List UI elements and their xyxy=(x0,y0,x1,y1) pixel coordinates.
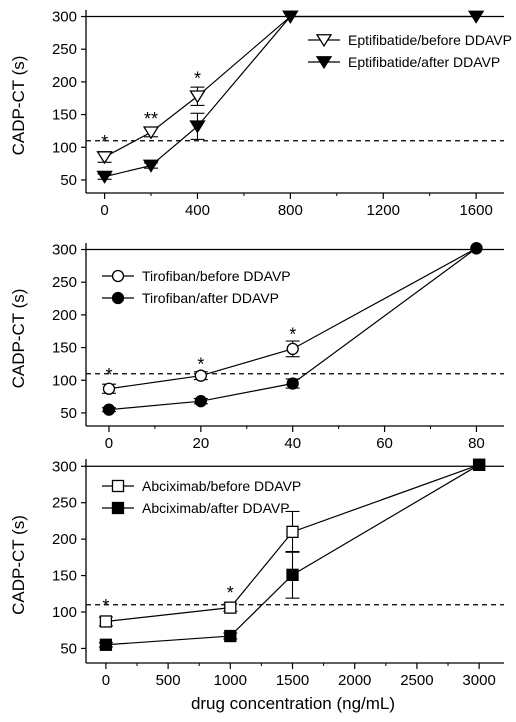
legend-entry: Abciximab/before DDAVP xyxy=(142,478,301,494)
series-line-2 xyxy=(108,247,477,411)
data-point xyxy=(142,126,160,140)
data-point xyxy=(286,377,299,390)
legend-marker xyxy=(111,291,125,305)
y-tick-label: 100 xyxy=(52,372,77,389)
y-tick-label: 50 xyxy=(60,172,77,189)
x-tick-label: 800 xyxy=(278,202,303,219)
legend-entry: Eptifibatide/before DDAVP xyxy=(348,32,512,48)
legend-marker xyxy=(315,56,333,70)
legend-marker xyxy=(111,501,125,515)
data-point xyxy=(194,395,207,408)
series-line-2 xyxy=(105,464,480,646)
x-tick-label: 60 xyxy=(376,435,393,452)
significance-annotation: * xyxy=(101,132,108,152)
y-tick-label: 150 xyxy=(52,107,77,124)
x-tick-label: 80 xyxy=(468,435,485,452)
data-point xyxy=(99,615,113,628)
data-point xyxy=(189,90,206,104)
x-tick-label: 2000 xyxy=(338,672,371,689)
y-tick-label: 300 xyxy=(52,9,77,26)
x-tick-label: 0 xyxy=(100,202,108,219)
y-tick-label: 150 xyxy=(52,568,77,585)
y-tick-label: 250 xyxy=(52,495,77,512)
x-tick-label: 3000 xyxy=(462,672,495,689)
x-tick-label: 0 xyxy=(105,435,113,452)
data-point xyxy=(282,10,299,24)
legend-marker xyxy=(111,269,125,283)
x-tick-label: 400 xyxy=(185,202,210,219)
data-point xyxy=(472,458,486,471)
data-point xyxy=(102,403,116,416)
y-tick-label: 250 xyxy=(52,274,77,291)
y-tick-label: 150 xyxy=(52,340,77,357)
legend-entry: Eptifibatide/after DDAVP xyxy=(348,54,500,70)
series-line-1 xyxy=(104,16,291,158)
y-tick-label: 200 xyxy=(52,531,77,548)
data-point xyxy=(224,629,237,643)
data-point xyxy=(99,638,113,651)
x-tick-label: 1000 xyxy=(214,672,247,689)
significance-annotation: * xyxy=(227,583,234,603)
data-point xyxy=(467,10,485,24)
x-tick-label: 40 xyxy=(284,435,301,452)
data-point xyxy=(194,369,207,382)
data-point xyxy=(286,342,299,356)
x-tick-label: 500 xyxy=(156,672,181,689)
significance-annotation: * xyxy=(197,355,204,375)
x-tick-label: 1600 xyxy=(459,202,492,219)
x-tick-label: 1500 xyxy=(276,672,309,689)
legend-entry: Tirofiban/after DDAVP xyxy=(142,290,279,306)
significance-annotation: * xyxy=(102,596,109,616)
series-line-1 xyxy=(105,464,480,623)
legend-marker xyxy=(111,479,125,493)
x-tick-label: 20 xyxy=(192,435,209,452)
data-point xyxy=(96,151,113,165)
y-axis-label: CADP-CT (s) xyxy=(9,56,28,156)
chart-panel-1: 50 100 150 200 250 300 0 400 800 1200 1600 CADP-CT … xyxy=(9,9,512,219)
significance-annotation: ** xyxy=(144,109,158,129)
y-tick-label: 200 xyxy=(52,307,77,324)
series-line-1 xyxy=(108,247,477,390)
data-point xyxy=(470,242,483,255)
data-point xyxy=(102,382,116,395)
y-tick-label: 300 xyxy=(52,458,77,475)
significance-annotation: * xyxy=(105,365,112,385)
legend-marker xyxy=(315,34,333,48)
y-tick-label: 100 xyxy=(52,139,77,156)
data-point xyxy=(189,120,206,134)
y-tick-label: 50 xyxy=(60,640,77,657)
data-point xyxy=(96,170,113,184)
data-point xyxy=(142,159,160,173)
y-axis-label: CADP-CT (s) xyxy=(9,515,28,615)
y-tick-label: 100 xyxy=(52,604,77,621)
legend-entry: Abciximab/after DDAVP xyxy=(142,500,290,516)
x-tick-label: 1200 xyxy=(367,202,400,219)
data-point xyxy=(286,568,299,581)
significance-annotation: * xyxy=(289,325,296,345)
y-tick-label: 300 xyxy=(52,242,77,259)
x-tick-label: 2500 xyxy=(400,672,433,689)
data-point xyxy=(286,525,299,539)
x-tick-label: 0 xyxy=(102,672,110,689)
x-axis-label: drug concentration (ng/mL) xyxy=(191,694,395,713)
y-axis-label: CADP-CT (s) xyxy=(9,289,28,389)
legend-entry: Tirofiban/before DDAVP xyxy=(142,268,291,284)
y-tick-label: 200 xyxy=(52,74,77,91)
y-tick-label: 50 xyxy=(60,405,77,422)
chart-panel-2: 50 100 150 200 250 300 0 20 40 60 80 CADP-CT (s) * * *… xyxy=(9,242,504,452)
data-point xyxy=(224,601,237,614)
y-tick-label: 250 xyxy=(52,41,77,58)
significance-annotation: * xyxy=(194,69,201,89)
